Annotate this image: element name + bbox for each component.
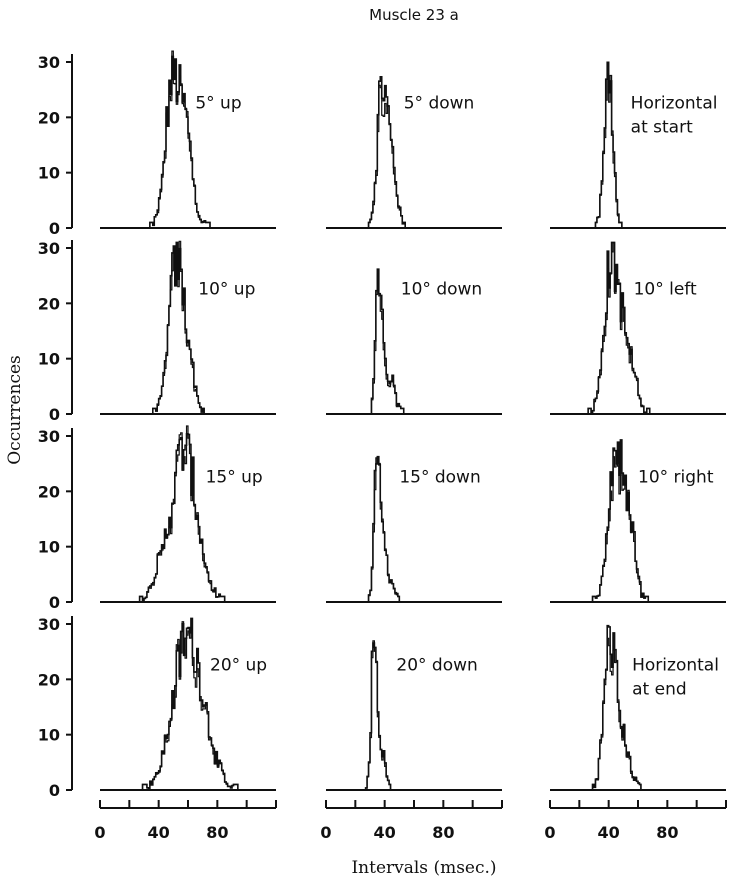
histogram-series <box>550 61 726 229</box>
histogram-series-overlay <box>100 621 276 791</box>
panel-label: at start <box>631 117 693 137</box>
x-axis-label: Intervals (msec.) <box>351 858 496 878</box>
histogram-panel-11: 20° down <box>326 640 502 791</box>
histogram-panel-5: 10° down <box>326 268 502 415</box>
y-tick-label: 30 <box>38 53 60 72</box>
x-tick-label: 0 <box>320 823 331 842</box>
histogram-series <box>100 55 276 229</box>
y-tick-label: 0 <box>49 593 60 612</box>
y-tick-label: 30 <box>38 427 60 446</box>
panel-label: 15° down <box>399 467 480 487</box>
y-tick-label: 0 <box>49 405 60 424</box>
panel-label: 15° up <box>206 467 263 487</box>
x-tick-label: 40 <box>374 823 396 842</box>
histogram-panel-6: 10° left <box>550 241 726 415</box>
panel-label: 20° down <box>396 655 477 675</box>
panel-label: 10° left <box>634 279 697 299</box>
figure-title: Muscle 23 a <box>369 6 459 24</box>
histogram-panel-2: 5° down <box>326 76 502 229</box>
y-tick-label: 30 <box>38 239 60 258</box>
x-tick-label: 80 <box>432 823 454 842</box>
histogram-series <box>100 432 276 603</box>
y-tick-label: 0 <box>49 219 60 238</box>
panel-label: 5° down <box>404 93 475 113</box>
histogram-series-overlay <box>100 240 276 415</box>
histogram-panel-4: 10° up <box>100 240 276 415</box>
x-axis-col-2: 0 40 80 <box>544 800 727 842</box>
panel-label: Horizontal <box>632 655 719 675</box>
histogram-series-overlay <box>100 50 276 229</box>
y-axis-row-0: 0 10 20 30 <box>38 53 73 238</box>
y-tick-label: 10 <box>38 164 60 183</box>
histogram-series-overlay <box>326 273 502 415</box>
histogram-series-overlay <box>550 242 726 415</box>
x-axes: 0 40 80 0 40 80 0 40 80 <box>94 800 727 842</box>
y-tick-label: 20 <box>38 670 60 689</box>
y-axis-row-1: 0 10 20 30 <box>38 239 73 424</box>
histogram-series-overlay <box>550 73 726 229</box>
histogram-series <box>100 617 276 791</box>
panel-label: 5° up <box>195 93 241 113</box>
x-tick-label: 0 <box>544 823 555 842</box>
histogram-series <box>550 624 726 791</box>
x-tick-label: 80 <box>206 823 228 842</box>
y-tick-label: 10 <box>38 538 60 557</box>
panel-label: 10° right <box>638 467 714 487</box>
x-tick-label: 40 <box>598 823 620 842</box>
histogram-panel-3: Horizontal at start <box>550 61 726 229</box>
histogram-panel-7: 15° up <box>100 425 276 603</box>
y-tick-label: 0 <box>49 781 60 800</box>
x-tick-label: 80 <box>656 823 678 842</box>
y-tick-label: 10 <box>38 350 60 369</box>
y-tick-label: 10 <box>38 726 60 745</box>
y-axis-row-3: 0 10 20 30 <box>38 615 73 800</box>
panel-label: Horizontal <box>631 93 718 113</box>
y-tick-label: 20 <box>38 482 60 501</box>
x-axis-col-0: 0 40 80 <box>94 800 277 842</box>
y-tick-label: 30 <box>38 615 60 634</box>
histogram-panel-9: 10° right <box>550 439 726 603</box>
panel-label: 20° up <box>210 655 267 675</box>
y-tick-label: 20 <box>38 108 60 127</box>
y-axis-row-2: 0 10 20 30 <box>38 427 73 612</box>
panel-label: 10° down <box>401 279 482 299</box>
histogram-panel-8: 15° down <box>326 455 502 603</box>
histogram-series-overlay <box>326 457 502 603</box>
panel-label: 10° up <box>198 279 255 299</box>
histogram-series-overlay <box>550 633 726 791</box>
histogram-panel-12: Horizontal at end <box>550 624 726 791</box>
histogram-panel-1: 5° up <box>100 50 276 229</box>
x-tick-label: 40 <box>148 823 170 842</box>
histogram-series-overlay <box>326 84 502 229</box>
histogram-panel-10: 20° up <box>100 617 276 791</box>
y-axis-label: Occurrences <box>5 355 25 465</box>
y-tick-label: 20 <box>38 294 60 313</box>
histogram-series-overlay <box>100 425 276 603</box>
x-tick-label: 0 <box>94 823 105 842</box>
x-axis-col-1: 0 40 80 <box>320 800 503 842</box>
histogram-series <box>100 241 276 415</box>
histogram-series-overlay <box>326 640 502 791</box>
panel-label: at end <box>632 679 687 699</box>
histogram-series-overlay <box>550 456 726 603</box>
